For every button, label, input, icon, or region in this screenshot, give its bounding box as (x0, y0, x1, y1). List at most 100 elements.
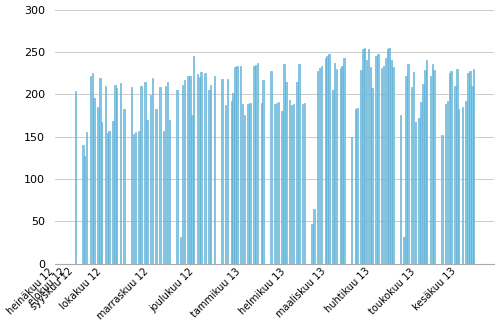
Bar (404, 236, 405, 264)
Bar (414, 122, 416, 264)
Bar (225, 105, 226, 264)
Bar (204, 73, 206, 264)
Bar (392, 67, 394, 264)
Bar (248, 104, 249, 264)
Bar (236, 66, 238, 264)
Bar (124, 109, 125, 264)
Bar (198, 77, 200, 264)
Bar (292, 104, 294, 264)
Bar (196, 74, 198, 264)
Bar (182, 85, 183, 264)
Bar (362, 49, 364, 264)
Bar (253, 66, 254, 264)
Bar (104, 86, 106, 264)
Bar (138, 131, 140, 264)
Bar (334, 63, 336, 264)
Bar (386, 49, 388, 264)
Bar (377, 54, 378, 264)
Bar (274, 104, 276, 264)
Bar (250, 103, 251, 264)
Bar (260, 103, 262, 264)
Bar (283, 64, 284, 264)
Bar (406, 76, 407, 264)
Bar (146, 120, 148, 264)
Bar (456, 69, 458, 264)
Bar (133, 134, 134, 264)
Bar (430, 76, 431, 264)
Bar (372, 88, 373, 264)
Bar (255, 65, 256, 264)
Bar (257, 63, 258, 264)
Bar (230, 101, 232, 264)
Bar (90, 76, 91, 264)
Bar (131, 87, 132, 264)
Bar (262, 80, 264, 264)
Bar (450, 71, 452, 264)
Bar (116, 88, 117, 264)
Bar (242, 104, 244, 264)
Bar (432, 64, 433, 264)
Bar (344, 58, 345, 264)
Bar (278, 102, 279, 264)
Bar (152, 78, 153, 264)
Bar (140, 86, 142, 264)
Bar (298, 64, 300, 264)
Bar (285, 81, 286, 264)
Bar (324, 58, 326, 264)
Bar (426, 60, 428, 264)
Bar (383, 66, 384, 264)
Bar (320, 66, 322, 264)
Bar (411, 87, 412, 264)
Bar (468, 73, 469, 264)
Bar (407, 64, 408, 264)
Bar (214, 77, 215, 264)
Bar (184, 80, 185, 264)
Bar (232, 93, 234, 264)
Bar (368, 49, 369, 264)
Bar (92, 73, 93, 264)
Bar (313, 209, 314, 264)
Bar (120, 83, 121, 264)
Bar (86, 132, 88, 264)
Bar (94, 98, 95, 264)
Bar (188, 76, 189, 264)
Bar (458, 109, 460, 264)
Bar (332, 90, 334, 264)
Bar (97, 107, 98, 264)
Bar (163, 131, 164, 264)
Bar (413, 72, 414, 264)
Bar (210, 85, 212, 264)
Bar (276, 103, 277, 264)
Bar (422, 84, 424, 264)
Bar (101, 122, 102, 264)
Bar (282, 111, 283, 264)
Bar (166, 82, 168, 264)
Bar (234, 67, 236, 264)
Bar (375, 56, 376, 264)
Bar (165, 86, 166, 264)
Bar (462, 107, 463, 264)
Bar (388, 48, 390, 264)
Bar (74, 91, 76, 264)
Bar (99, 78, 100, 264)
Bar (82, 145, 84, 264)
Bar (446, 101, 448, 264)
Bar (168, 120, 170, 264)
Bar (356, 108, 358, 264)
Bar (114, 85, 116, 264)
Bar (200, 72, 202, 264)
Bar (370, 67, 371, 264)
Bar (441, 135, 442, 264)
Bar (106, 133, 108, 264)
Bar (290, 105, 292, 264)
Bar (304, 103, 306, 264)
Bar (312, 224, 313, 264)
Bar (227, 79, 228, 264)
Bar (473, 69, 474, 264)
Bar (424, 70, 426, 264)
Bar (364, 48, 366, 264)
Bar (466, 101, 467, 264)
Bar (302, 104, 304, 264)
Bar (336, 69, 338, 264)
Bar (319, 68, 320, 264)
